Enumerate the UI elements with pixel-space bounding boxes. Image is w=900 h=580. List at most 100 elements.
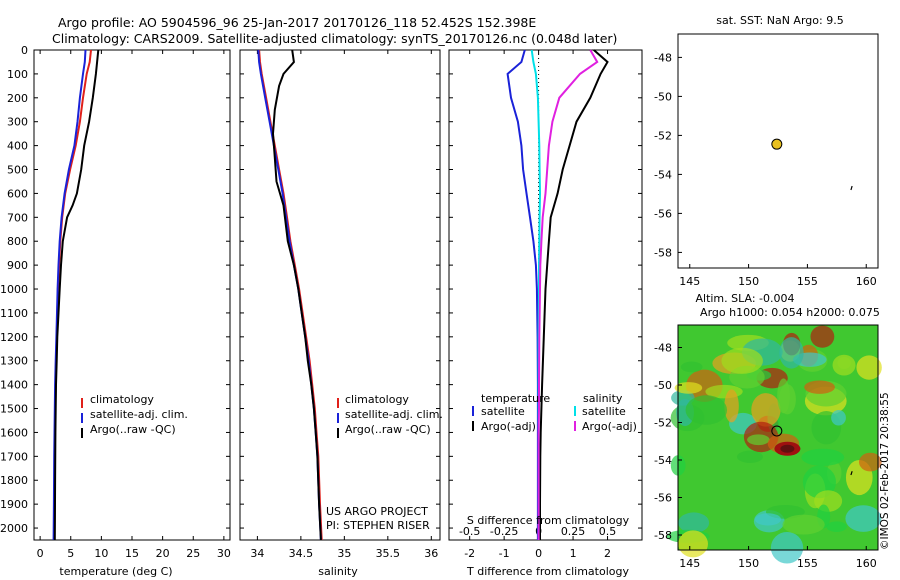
y-tick-label: -48 [654,342,672,355]
sla-blob [724,389,739,423]
x-tick-label: 145 [679,275,700,288]
y-tick-label: -54 [654,454,672,467]
sst-map-title: sat. SST: NaN Argo: 9.5 [716,14,843,27]
sla-blob [845,505,882,532]
difference-legend: temperature salinity satellite Argo(-adj… [467,392,637,527]
sst-map-panel: 145 150 155 160 -48 -50 -52 -54 -56 -58 [654,33,879,288]
sla-blob [751,393,781,427]
legend-label-salinity-argo: Argo(-adj) [582,420,637,433]
y-tick-label: -52 [654,417,672,430]
x-tick-label: 35.5 [376,547,401,560]
plot-frame [677,33,879,269]
x-tick-label: 15 [125,547,139,560]
legend-label-argo: Argo(-adj) [481,420,536,433]
legend-label-satellite: satellite [481,405,525,418]
sla-blob [826,521,847,532]
sla-blob [779,337,804,369]
sla-blob [678,530,708,558]
sla-blob [856,355,882,380]
x-tick-label: 30 [217,547,231,560]
legend-label-climatology: climatology [90,393,154,406]
salinity-panel: 34 34.5 35 35.5 36 [239,49,441,560]
series-line [537,49,599,540]
legend-label-argo: Argo(..raw -QC) [345,423,431,436]
legend-title-salinity: salinity [583,392,623,405]
plot-frame [239,49,441,541]
legend-title-temperature: temperature [481,392,550,405]
sla-blob [801,448,845,466]
series-line [271,49,322,541]
y-tick-label: -58 [654,246,672,259]
series-line [53,49,100,541]
track-mark [850,185,853,191]
sla-blob [754,513,782,526]
y-tick-label: 1600 [0,426,28,439]
sla-blob [802,465,836,499]
sla-blob [810,325,835,348]
difference-panel: -2 -1 0 1 2-0.5 -0.25 0 0.25 0.5 [448,49,643,560]
x-tick-label: 0 [37,547,44,560]
legend-label-argo: Argo(..raw -QC) [90,423,176,436]
sla-blob [685,395,728,425]
legend-label-satellite: satellite-adj. clim. [90,408,188,421]
x-tick-label: 160 [856,275,877,288]
sla-blob [831,409,846,426]
sla-blob [804,380,835,394]
y-tick-label: 300 [7,116,28,129]
sla-blob [721,347,763,374]
x-tick-label: 34 [250,547,264,560]
y-tick-label: 400 [7,140,28,153]
series-line [539,49,609,540]
salinity-legend: climatology satellite-adj. clim. Argo(..… [326,393,443,532]
y-tick-label: -50 [654,379,672,392]
y-tick-label: -58 [654,529,672,542]
y-tick-label: 700 [7,211,28,224]
x-tick-label: 0 [535,547,542,560]
x-tick-label: 34.5 [289,547,314,560]
salinity-xlabel: salinity [318,565,358,578]
y-tick-label: -52 [654,129,672,142]
temperature-xlabel: temperature (deg C) [59,565,172,578]
plot-frame [448,49,643,541]
y-tick-label: -56 [654,207,672,220]
y-tick-label: 1100 [0,307,28,320]
sla-blob [858,452,882,472]
x-tick-label: 10 [94,547,108,560]
s-tick-label: -0.25 [490,525,518,538]
header-line2: Climatology: CARS2009. Satellite-adjuste… [52,31,617,46]
y-tick-label: 600 [7,187,28,200]
x-tick-label: 36 [424,547,438,560]
x-tick-label: 150 [738,275,759,288]
series-line [257,49,322,541]
x-tick-label: 35 [337,547,351,560]
y-tick-label: 800 [7,235,28,248]
sla-blob [770,531,804,564]
y-tick-label: -56 [654,492,672,505]
series-line [52,49,87,541]
plot-frame [33,49,231,541]
x-tick-label: 1 [570,547,577,560]
y-tick-label: 0 [21,44,28,57]
y-tick-label: 100 [7,68,28,81]
float-position-marker [771,138,783,150]
sla-map-panel: 145 150 155 160 -48 -50 -52 -54 -56 -58 [654,324,882,570]
y-tick-label: 500 [7,164,28,177]
y-tick-label: 1900 [0,498,28,511]
x-tick-label: 155 [797,275,818,288]
y-tick-label: 1700 [0,450,28,463]
x-tick-label: 150 [738,557,759,570]
series-line [506,49,539,540]
plot-frame [677,324,879,551]
s-tick-label: -0.5 [459,525,480,538]
x-tick-label: 2 [604,547,611,560]
y-tick-label: 900 [7,259,28,272]
s-difference-label: S difference from climatology [467,514,630,527]
sla-map-subtitle: Argo h1000: 0.054 h2000: 0.075 [700,306,880,319]
y-tick-label: 1300 [0,355,28,368]
x-tick-label: 5 [67,547,74,560]
sla-blob [680,361,703,373]
legend-label-satellite: satellite-adj. clim. [345,408,443,421]
legend-label-salinity-satellite: satellite [582,405,626,418]
header-line1: Argo profile: AO 5904596_96 25-Jan-2017 … [58,15,536,30]
